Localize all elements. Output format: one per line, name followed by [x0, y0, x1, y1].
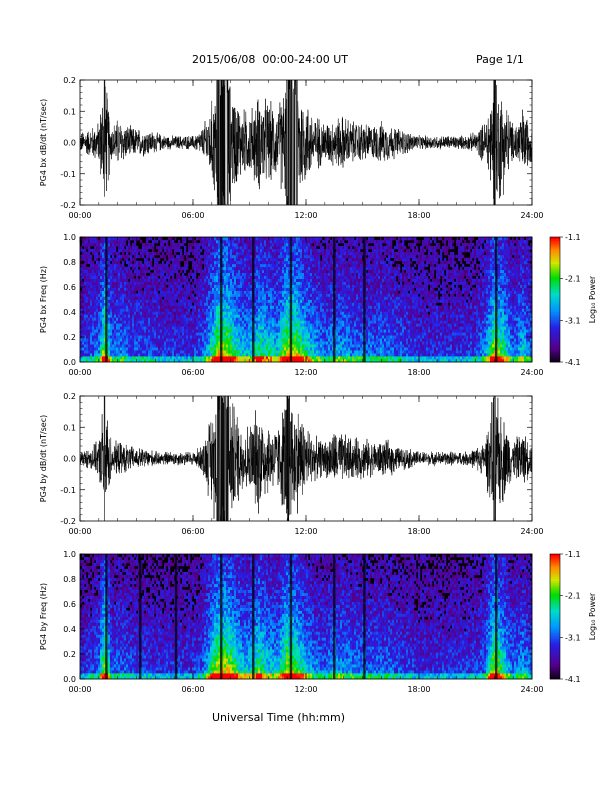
page-title: 2015/06/08 00:00-24:00 UT [192, 53, 349, 66]
x-tick-label: 00:00 [68, 211, 91, 220]
event-streak [333, 554, 336, 679]
event-streak [495, 237, 498, 362]
x-tick-label: 12:00 [294, 368, 317, 377]
x-tick-label: 12:00 [294, 685, 317, 694]
x-tick-label: 18:00 [407, 368, 430, 377]
event-streak [105, 237, 108, 362]
y-tick-label: -0.2 [60, 517, 76, 526]
y-tick-label: 0.8 [63, 575, 76, 584]
x-tick-label: 18:00 [407, 527, 430, 536]
y-tick-label: -0.2 [60, 201, 76, 210]
y-tick-label: 1.0 [63, 550, 76, 559]
colorbar: -1.1 -2.1 -3.1 -4.1 Log₁₀ Power [549, 233, 597, 367]
y-tick-label: 0.2 [63, 650, 76, 659]
x-tick-label: 00:00 [68, 685, 91, 694]
y-tick-label: 0.0 [63, 139, 76, 148]
colorbar-tick-label: -4.1 [565, 675, 581, 684]
x-tick-label: 24:00 [520, 368, 543, 377]
y-tick-label: 0.6 [63, 600, 76, 609]
x-tick-label: 00:00 [68, 368, 91, 377]
y-tick-label: 0.2 [63, 76, 76, 85]
signal-trace [80, 80, 532, 205]
x-tick-label: 12:00 [294, 211, 317, 220]
signal-trace [80, 396, 532, 521]
panel-3: -0.2 -0.1 0.0 0.1 0.2 00:00 06:00 12:00 18:00 24:… [39, 392, 544, 536]
y-axis-label: PG4 by Freq (Hz) [39, 583, 48, 650]
x-tick-label: 06:00 [181, 211, 204, 220]
panel-1: -0.2 -0.1 0.0 0.1 0.2 00:00 06:00 12:00 18:00 24:… [39, 76, 544, 220]
x-tick-label: 24:00 [520, 211, 543, 220]
event-streak [220, 237, 223, 362]
y-tick-label: 0.0 [63, 358, 76, 367]
x-tick-label: 06:00 [181, 527, 204, 536]
event-streak [252, 554, 255, 679]
y-tick-label: 0.2 [63, 392, 76, 401]
event-streak [495, 554, 498, 679]
colorbar-tick-label: -2.1 [565, 275, 581, 284]
x-tick-label: 24:00 [520, 527, 543, 536]
y-tick-label: 0.0 [63, 675, 76, 684]
page-number: Page 1/1 [476, 53, 524, 66]
colorbar: -1.1 -2.1 -3.1 -4.1 Log₁₀ Power [549, 550, 597, 684]
event-streak [333, 237, 336, 362]
x-axis-title: Universal Time (hh:mm) [212, 711, 345, 724]
event-streak [363, 237, 366, 362]
colorbar-tick-label: -3.1 [565, 316, 581, 325]
colorbar-tick-label: -1.1 [565, 550, 581, 559]
y-tick-label: 0.2 [63, 333, 76, 342]
x-tick-label: 24:00 [520, 685, 543, 694]
event-streak [289, 237, 293, 362]
y-tick-label: 0.1 [63, 423, 76, 432]
event-streak [252, 237, 255, 362]
panel-4: -1.1 -2.1 -3.1 -4.1 Log₁₀ Power 0.0 0.2 0.4 0.6 0… [39, 550, 597, 694]
y-tick-label: 0.0 [63, 455, 76, 464]
y-axis-label: PG4 bx dB/dt (nT/sec) [39, 99, 48, 186]
x-tick-label: 06:00 [181, 368, 204, 377]
colorbar-tick-label: -2.1 [565, 592, 581, 601]
event-streak [289, 554, 293, 679]
y-tick-label: 0.4 [63, 308, 76, 317]
x-tick-label: 06:00 [181, 685, 204, 694]
x-tick-label: 00:00 [68, 527, 91, 536]
y-axis-label: PG4 by dB/dt (nT/sec) [39, 415, 48, 502]
y-axis-label: PG4 bx Freq (Hz) [39, 266, 48, 333]
event-streak [363, 554, 366, 679]
event-streak [105, 554, 108, 679]
event-streak [174, 554, 178, 679]
event-streak [220, 554, 223, 679]
colorbar-label: Log₁₀ Power [588, 592, 597, 640]
y-tick-label: 0.8 [63, 258, 76, 267]
y-tick-label: 0.1 [63, 107, 76, 116]
colorbar-label: Log₁₀ Power [588, 275, 597, 323]
y-tick-label: 1.0 [63, 233, 76, 242]
y-tick-label: -0.1 [60, 170, 76, 179]
spectrogram-cells [80, 237, 533, 363]
y-tick-label: 0.6 [63, 283, 76, 292]
x-tick-label: 18:00 [407, 211, 430, 220]
colorbar-tick-label: -3.1 [565, 633, 581, 642]
x-tick-label: 18:00 [407, 685, 430, 694]
panel-2: -1.1 -2.1 -3.1 -4.1 Log₁₀ Power 0.0 0.2 0.4 0.6 0… [39, 233, 597, 377]
colorbar-tick-label: -4.1 [565, 358, 581, 367]
x-tick-label: 12:00 [294, 527, 317, 536]
event-streak [139, 554, 142, 679]
y-tick-label: 0.4 [63, 625, 76, 634]
colorbar-tick-label: -1.1 [565, 233, 581, 242]
y-tick-label: -0.1 [60, 486, 76, 495]
